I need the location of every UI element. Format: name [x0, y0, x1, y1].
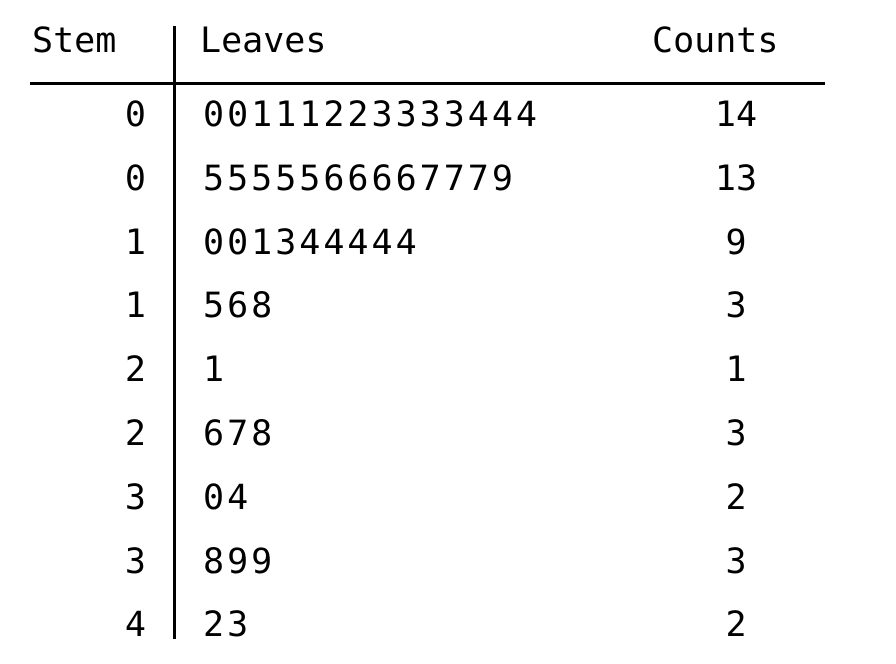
header-counts: Counts	[652, 21, 779, 61]
stem-value: 3	[124, 478, 146, 518]
leaves-value: 899	[203, 542, 276, 582]
count-value: 2	[725, 478, 747, 518]
count-value: 13	[714, 159, 758, 199]
count-value: 14	[714, 95, 758, 135]
stem-value: 2	[124, 414, 146, 454]
stem-value: 3	[124, 542, 146, 582]
header-leaves: Leaves	[200, 21, 327, 61]
leaves-value: 04	[203, 478, 252, 518]
stem-value: 4	[124, 605, 146, 645]
header-stem: Stem	[32, 21, 117, 61]
count-value: 3	[725, 414, 747, 454]
leaves-value: 00111223333444	[203, 95, 541, 135]
leaves-value: 001344444	[203, 223, 420, 263]
stem-value: 0	[124, 95, 146, 135]
stem-value: 0	[124, 159, 146, 199]
count-value: 1	[725, 350, 747, 390]
leaves-value: 23	[203, 605, 252, 645]
count-value: 2	[725, 605, 747, 645]
leaves-value: 678	[203, 414, 276, 454]
count-value: 3	[725, 542, 747, 582]
stem-value: 2	[124, 350, 146, 390]
leaves-value: 568	[203, 286, 276, 326]
count-value: 3	[725, 286, 747, 326]
stem-divider	[173, 26, 176, 639]
count-value: 9	[725, 223, 747, 263]
leaves-value: 1	[203, 350, 228, 390]
header-divider	[30, 82, 825, 85]
leaves-value: 5555566667779	[203, 159, 516, 199]
stem-value: 1	[124, 286, 146, 326]
stem-value: 1	[124, 223, 146, 263]
